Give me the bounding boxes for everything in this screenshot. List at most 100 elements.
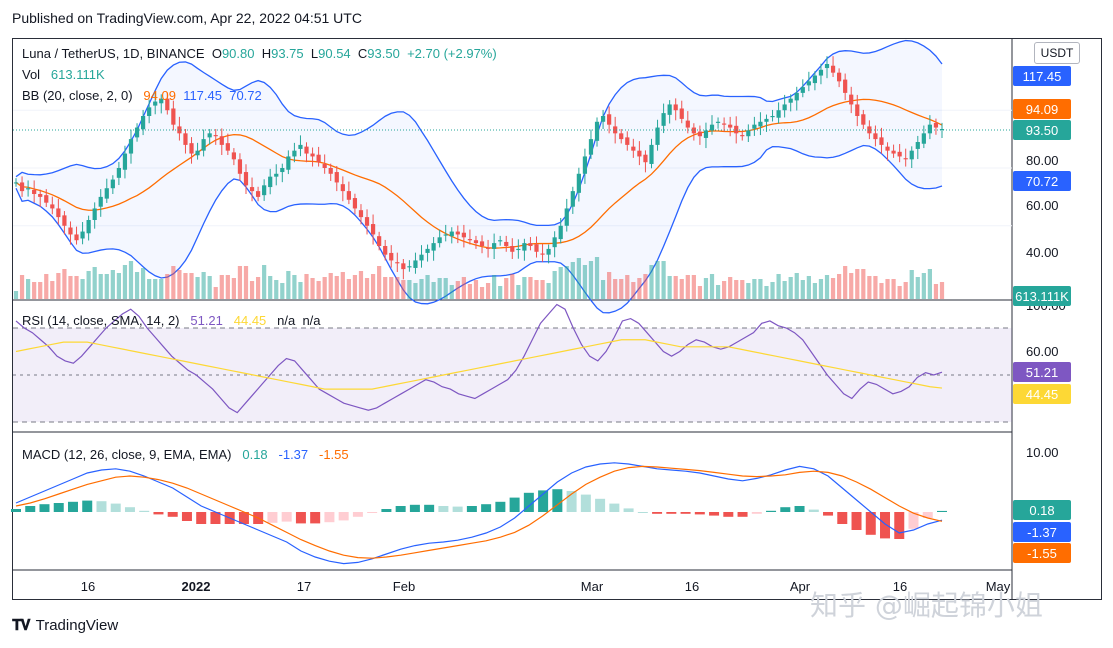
candle-body: [855, 104, 860, 116]
macd-histogram-bar: [452, 506, 463, 512]
candle-body: [346, 191, 351, 200]
volume-bar: [62, 269, 67, 299]
candle-body: [134, 127, 140, 138]
candle-body: [104, 188, 109, 199]
macd-histogram-bar: [124, 507, 135, 512]
close-value: 93.50: [367, 46, 400, 61]
volume-bar: [195, 277, 200, 299]
volume-bar: [340, 272, 345, 299]
macd-histogram-bar: [438, 506, 449, 512]
macd-histogram-bar: [766, 510, 777, 512]
candle-body: [80, 231, 85, 239]
macd-lines: [11, 462, 947, 565]
footer: 𝐓𝐕 TradingView: [12, 617, 118, 634]
candle-body: [340, 184, 345, 192]
candle-body: [44, 195, 49, 203]
currency-button[interactable]: USDT: [1034, 42, 1080, 64]
volume-bar: [885, 279, 890, 299]
bb-label: BB (20, close, 2, 0): [22, 88, 133, 103]
volume-bar: [249, 281, 255, 299]
candle-body: [419, 254, 424, 261]
candle-body: [691, 127, 696, 134]
volume-bar: [134, 272, 140, 299]
rsi-value: 51.21: [190, 313, 223, 328]
volume-bar: [812, 283, 818, 299]
volume-bar: [437, 278, 442, 299]
volume-bar: [697, 286, 703, 299]
candle-body: [13, 182, 19, 184]
volume-bar: [153, 279, 158, 299]
watermark: 知乎 @崛起锦小姐: [810, 589, 1043, 622]
volume-bar: [939, 282, 945, 299]
price-axis-tick: 60.00: [1026, 198, 1059, 213]
high-label: H: [261, 46, 272, 61]
volume-bar: [837, 274, 842, 299]
macd-histogram-bar: [737, 512, 748, 517]
volume-bar: [358, 271, 364, 299]
volume-bar: [631, 282, 636, 299]
candle-body: [395, 262, 400, 264]
volume-bar: [582, 265, 588, 299]
candle-body: [794, 92, 799, 101]
volume-bar: [92, 267, 97, 299]
rsi-legend[interactable]: RSI (14, close, SMA, 14, 2) 51.21 44.45 …: [22, 313, 321, 328]
volume-bar: [794, 273, 799, 299]
volume-bar: [352, 275, 358, 299]
low-label: L: [310, 46, 319, 61]
volume-bar: [800, 280, 805, 299]
volume-bar: [104, 274, 109, 299]
candle-body: [292, 150, 297, 157]
volume-bar: [32, 282, 37, 299]
volume-bar: [128, 261, 134, 299]
volume-bar: [685, 275, 690, 299]
volume-bar: [401, 280, 406, 299]
candle-body: [443, 234, 448, 236]
candle-body: [588, 139, 594, 155]
candle-body: [824, 64, 830, 69]
macd-histogram-bar: [324, 512, 335, 523]
candle-body: [613, 126, 618, 134]
macd-signal-value: -1.55: [319, 447, 349, 462]
bb-legend[interactable]: BB (20, close, 2, 0) 94.09 117.45 70.72: [22, 88, 262, 103]
candle-body: [425, 248, 430, 253]
volume-legend[interactable]: Vol 613.111K: [22, 67, 105, 82]
candle-body: [358, 210, 364, 218]
macd-histogram-bar: [466, 506, 477, 512]
candle-body: [485, 247, 491, 249]
rsi-sma-line: [15, 339, 943, 390]
volume-bar: [177, 270, 182, 299]
candle-body: [213, 135, 218, 137]
macd-histogram-bar: [751, 512, 762, 514]
tradingview-logo-icon[interactable]: 𝐓𝐕: [12, 617, 31, 634]
volume-bar: [879, 283, 884, 299]
macd-legend[interactable]: MACD (12, 26, close, 9, EMA, EMA) 0.18 -…: [22, 447, 349, 462]
candle-body: [201, 139, 206, 151]
macd-histogram-bar: [82, 500, 93, 512]
candle-body: [431, 243, 436, 251]
grid: [13, 109, 1012, 227]
candle-body: [631, 146, 636, 151]
time-axis-label: Mar: [581, 579, 604, 594]
tag-bb-basis: 94.09: [1026, 102, 1059, 117]
footer-brand[interactable]: TradingView: [35, 617, 119, 634]
candle-body: [600, 116, 606, 122]
volume-bar: [625, 275, 630, 299]
candle-body: [56, 208, 61, 218]
candle-body: [516, 248, 521, 251]
volume-bar: [298, 282, 303, 299]
candle-body: [770, 116, 775, 118]
volume-bar: [485, 283, 491, 299]
volume-bar: [776, 274, 781, 299]
volume-bar: [395, 277, 400, 299]
tag-rsi-sma-bg: [1013, 384, 1071, 404]
macd-histogram-bar: [153, 512, 164, 515]
symbol-title[interactable]: Luna / TetherUS, 1D, BINANCE: [22, 46, 205, 61]
volume-bar: [607, 272, 612, 299]
candle-body: [643, 154, 648, 163]
macd-histogram-bar: [808, 509, 819, 512]
candle-body: [685, 120, 690, 128]
volume-bar: [243, 266, 249, 299]
volume-bar: [758, 279, 763, 299]
volume-bar: [183, 273, 188, 299]
